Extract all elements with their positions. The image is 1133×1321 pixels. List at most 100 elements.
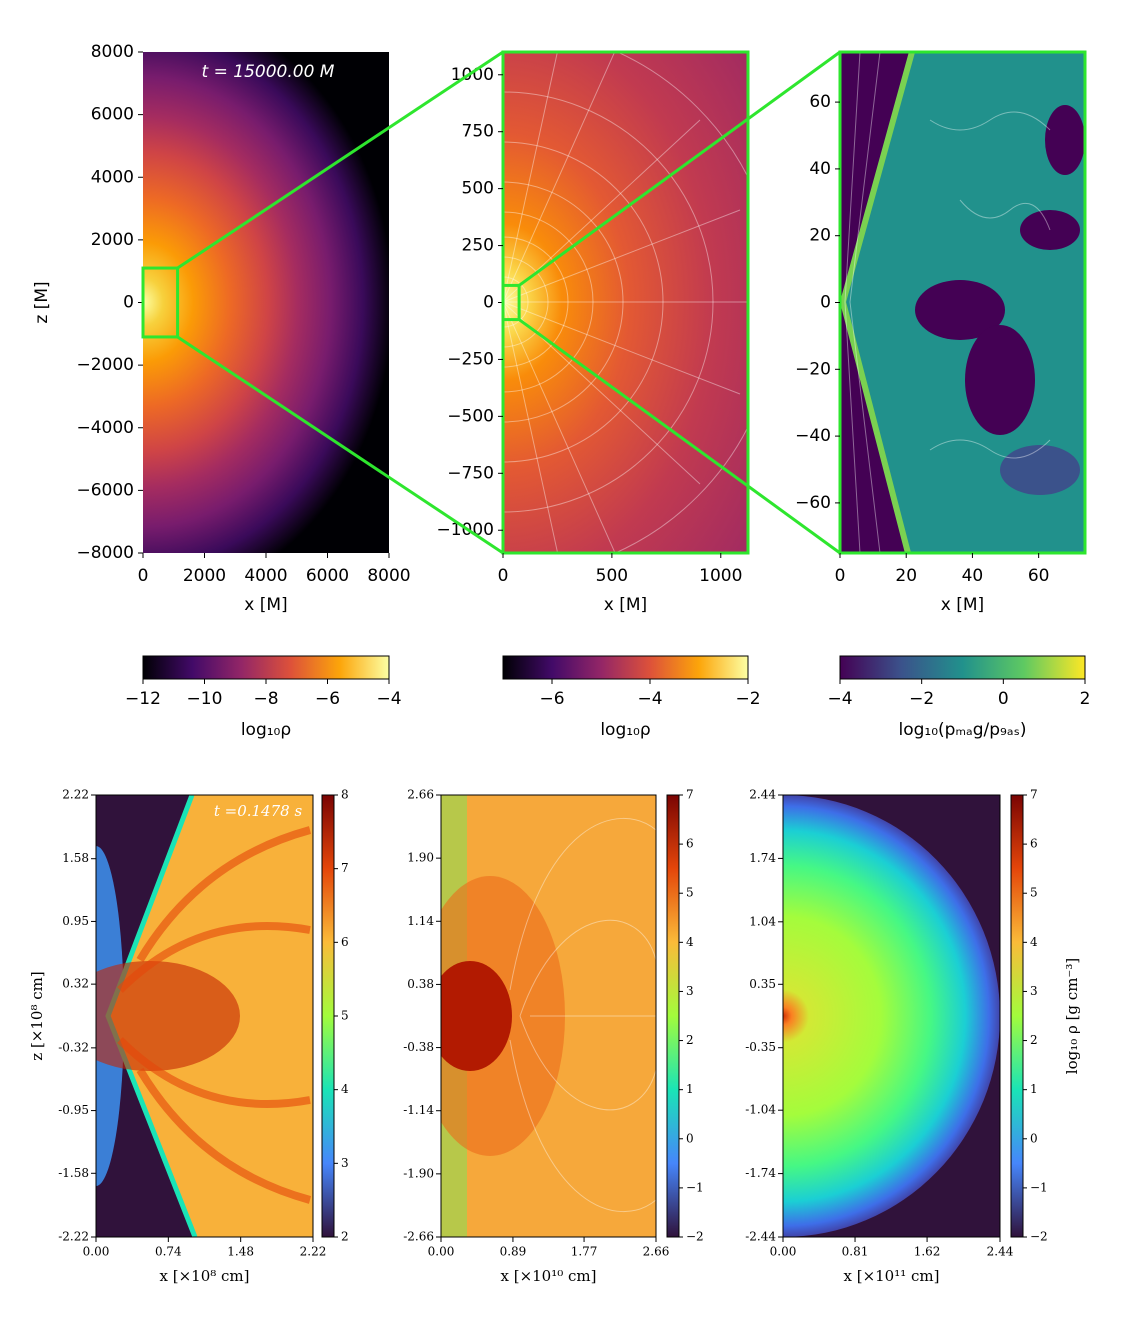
y-axis-label: z [M] xyxy=(32,281,52,323)
y-tick-label: 40 xyxy=(809,159,831,179)
x-tick-label: 500 xyxy=(596,566,628,586)
density-map xyxy=(96,795,313,1237)
x-tick-label: 2.22 xyxy=(300,1245,327,1259)
zoom-line xyxy=(518,318,841,555)
colorbar-tick-label: 2 xyxy=(1030,1033,1038,1047)
x-tick-label: 0.00 xyxy=(428,1245,455,1259)
y-tick-label: 6000 xyxy=(91,105,134,125)
colorbar-tick-label: −4 xyxy=(827,689,852,709)
y-tick-label: −500 xyxy=(447,406,494,426)
colorbar-tick-label: 7 xyxy=(686,788,694,802)
x-tick-label: 4000 xyxy=(244,566,287,586)
plot-frame xyxy=(440,794,657,1238)
y-tick-label: 2.44 xyxy=(749,788,776,802)
y-tick-label: 60 xyxy=(809,92,831,112)
density-map xyxy=(441,795,656,1237)
x-axis-label: x [M] xyxy=(941,595,984,615)
colorbar-tick-label: 0 xyxy=(998,689,1009,709)
density-map xyxy=(783,795,1000,1237)
y-tick-label: 1.14 xyxy=(407,914,434,928)
colorbar xyxy=(142,655,390,680)
y-tick-label: -2.22 xyxy=(58,1230,89,1244)
y-tick-label: 2000 xyxy=(91,230,134,250)
y-tick-label: -1.58 xyxy=(58,1166,89,1180)
y-tick-label: 1.58 xyxy=(62,851,89,865)
colorbar-tick-label: −1 xyxy=(1030,1180,1048,1194)
y-tick-label: 20 xyxy=(809,226,831,246)
x-tick-label: 1.62 xyxy=(914,1245,941,1259)
colorbar-tick-label: 4 xyxy=(686,935,694,949)
colorbar-tick-label: 0 xyxy=(686,1131,694,1145)
colorbar-tick-label: −6 xyxy=(539,689,564,709)
colorbar-tick-label: 2 xyxy=(686,1033,694,1047)
y-tick-label: 0.32 xyxy=(62,977,89,991)
y-tick-label: 0 xyxy=(820,293,831,313)
colorbar-tick-label: 5 xyxy=(1030,886,1038,900)
colorbar-tick-label: 5 xyxy=(686,886,694,900)
colorbar-tick-label: −2 xyxy=(909,689,934,709)
y-tick-label: 1.04 xyxy=(749,914,776,928)
x-tick-label: 2.66 xyxy=(643,1245,670,1259)
x-axis-label: x [M] xyxy=(604,595,647,615)
colorbar-tick-label: 7 xyxy=(341,861,349,875)
colorbar-tick-label: 6 xyxy=(341,935,349,949)
colorbar-tick-label: 3 xyxy=(341,1156,349,1170)
colorbar-label: log₁₀(pₘₐg/p₉ₐₛ) xyxy=(899,720,1027,740)
annotation: t =0.1478 s xyxy=(214,802,303,820)
x-tick-label: 0 xyxy=(498,566,509,586)
x-axis-label: x [×10⁸ cm] xyxy=(160,1267,250,1285)
annotation: t = 15000.00 M xyxy=(202,62,335,82)
x-tick-label: 0.00 xyxy=(83,1245,110,1259)
y-tick-label: -1.14 xyxy=(403,1103,434,1117)
colorbar-tick-label: 4 xyxy=(341,1082,349,1096)
y-tick-label: −8000 xyxy=(76,543,134,563)
colorbar-tick-label: 2 xyxy=(341,1230,349,1244)
colorbar-tick-label: −2 xyxy=(686,1230,704,1244)
colorbar-tick-label: −1 xyxy=(686,1180,704,1194)
colorbar-label: log₁₀ρ xyxy=(600,720,650,740)
colorbar-tick-label: −4 xyxy=(637,689,662,709)
plot-frame xyxy=(782,794,1001,1238)
y-tick-label: -0.95 xyxy=(58,1103,89,1117)
y-tick-label: 4000 xyxy=(91,167,134,187)
density-map xyxy=(503,52,748,553)
plot-frame xyxy=(95,794,314,1238)
colorbar-tick-label: 6 xyxy=(686,837,694,851)
colorbar-tick-label: 7 xyxy=(1030,788,1038,802)
colorbar-tick-label: −2 xyxy=(1030,1230,1048,1244)
y-tick-label: -0.35 xyxy=(745,1040,776,1054)
y-tick-label: 2.22 xyxy=(62,788,89,802)
colorbar-tick-label: 4 xyxy=(1030,935,1038,949)
y-tick-label: -1.90 xyxy=(403,1166,434,1180)
colorbar-tick-label: −4 xyxy=(376,689,401,709)
x-tick-label: 6000 xyxy=(306,566,349,586)
colorbar-tick-label: 1 xyxy=(1030,1082,1038,1096)
colorbar-tick-label: 6 xyxy=(1030,837,1038,851)
x-tick-label: 60 xyxy=(1028,566,1050,586)
colorbar-tick-label: −6 xyxy=(315,689,340,709)
y-tick-label: 500 xyxy=(462,179,494,199)
x-tick-label: 2.44 xyxy=(987,1245,1014,1259)
y-tick-label: 0.35 xyxy=(749,977,776,991)
y-tick-label: -0.38 xyxy=(403,1040,434,1054)
colorbar-tick-label: −12 xyxy=(125,689,161,709)
x-tick-label: 0.89 xyxy=(500,1245,527,1259)
x-tick-label: 0 xyxy=(138,566,149,586)
colorbar-tick-label: 0 xyxy=(1030,1131,1038,1145)
colorbar xyxy=(321,794,335,1238)
zoom-box xyxy=(501,283,521,322)
y-axis-label: z [×10⁸ cm] xyxy=(28,971,46,1060)
y-tick-label: 0.95 xyxy=(62,914,89,928)
y-tick-label: 1.74 xyxy=(749,851,776,865)
y-tick-label: -0.32 xyxy=(58,1040,89,1054)
zoom-line xyxy=(176,50,504,270)
colorbar xyxy=(666,794,680,1238)
y-tick-label: 750 xyxy=(462,122,494,142)
y-tick-label: −750 xyxy=(447,463,494,483)
x-tick-label: 0.81 xyxy=(842,1245,869,1259)
x-tick-label: 0.74 xyxy=(155,1245,182,1259)
x-tick-label: 20 xyxy=(895,566,917,586)
y-tick-label: 0 xyxy=(483,293,494,313)
y-tick-label: −4000 xyxy=(76,418,134,438)
